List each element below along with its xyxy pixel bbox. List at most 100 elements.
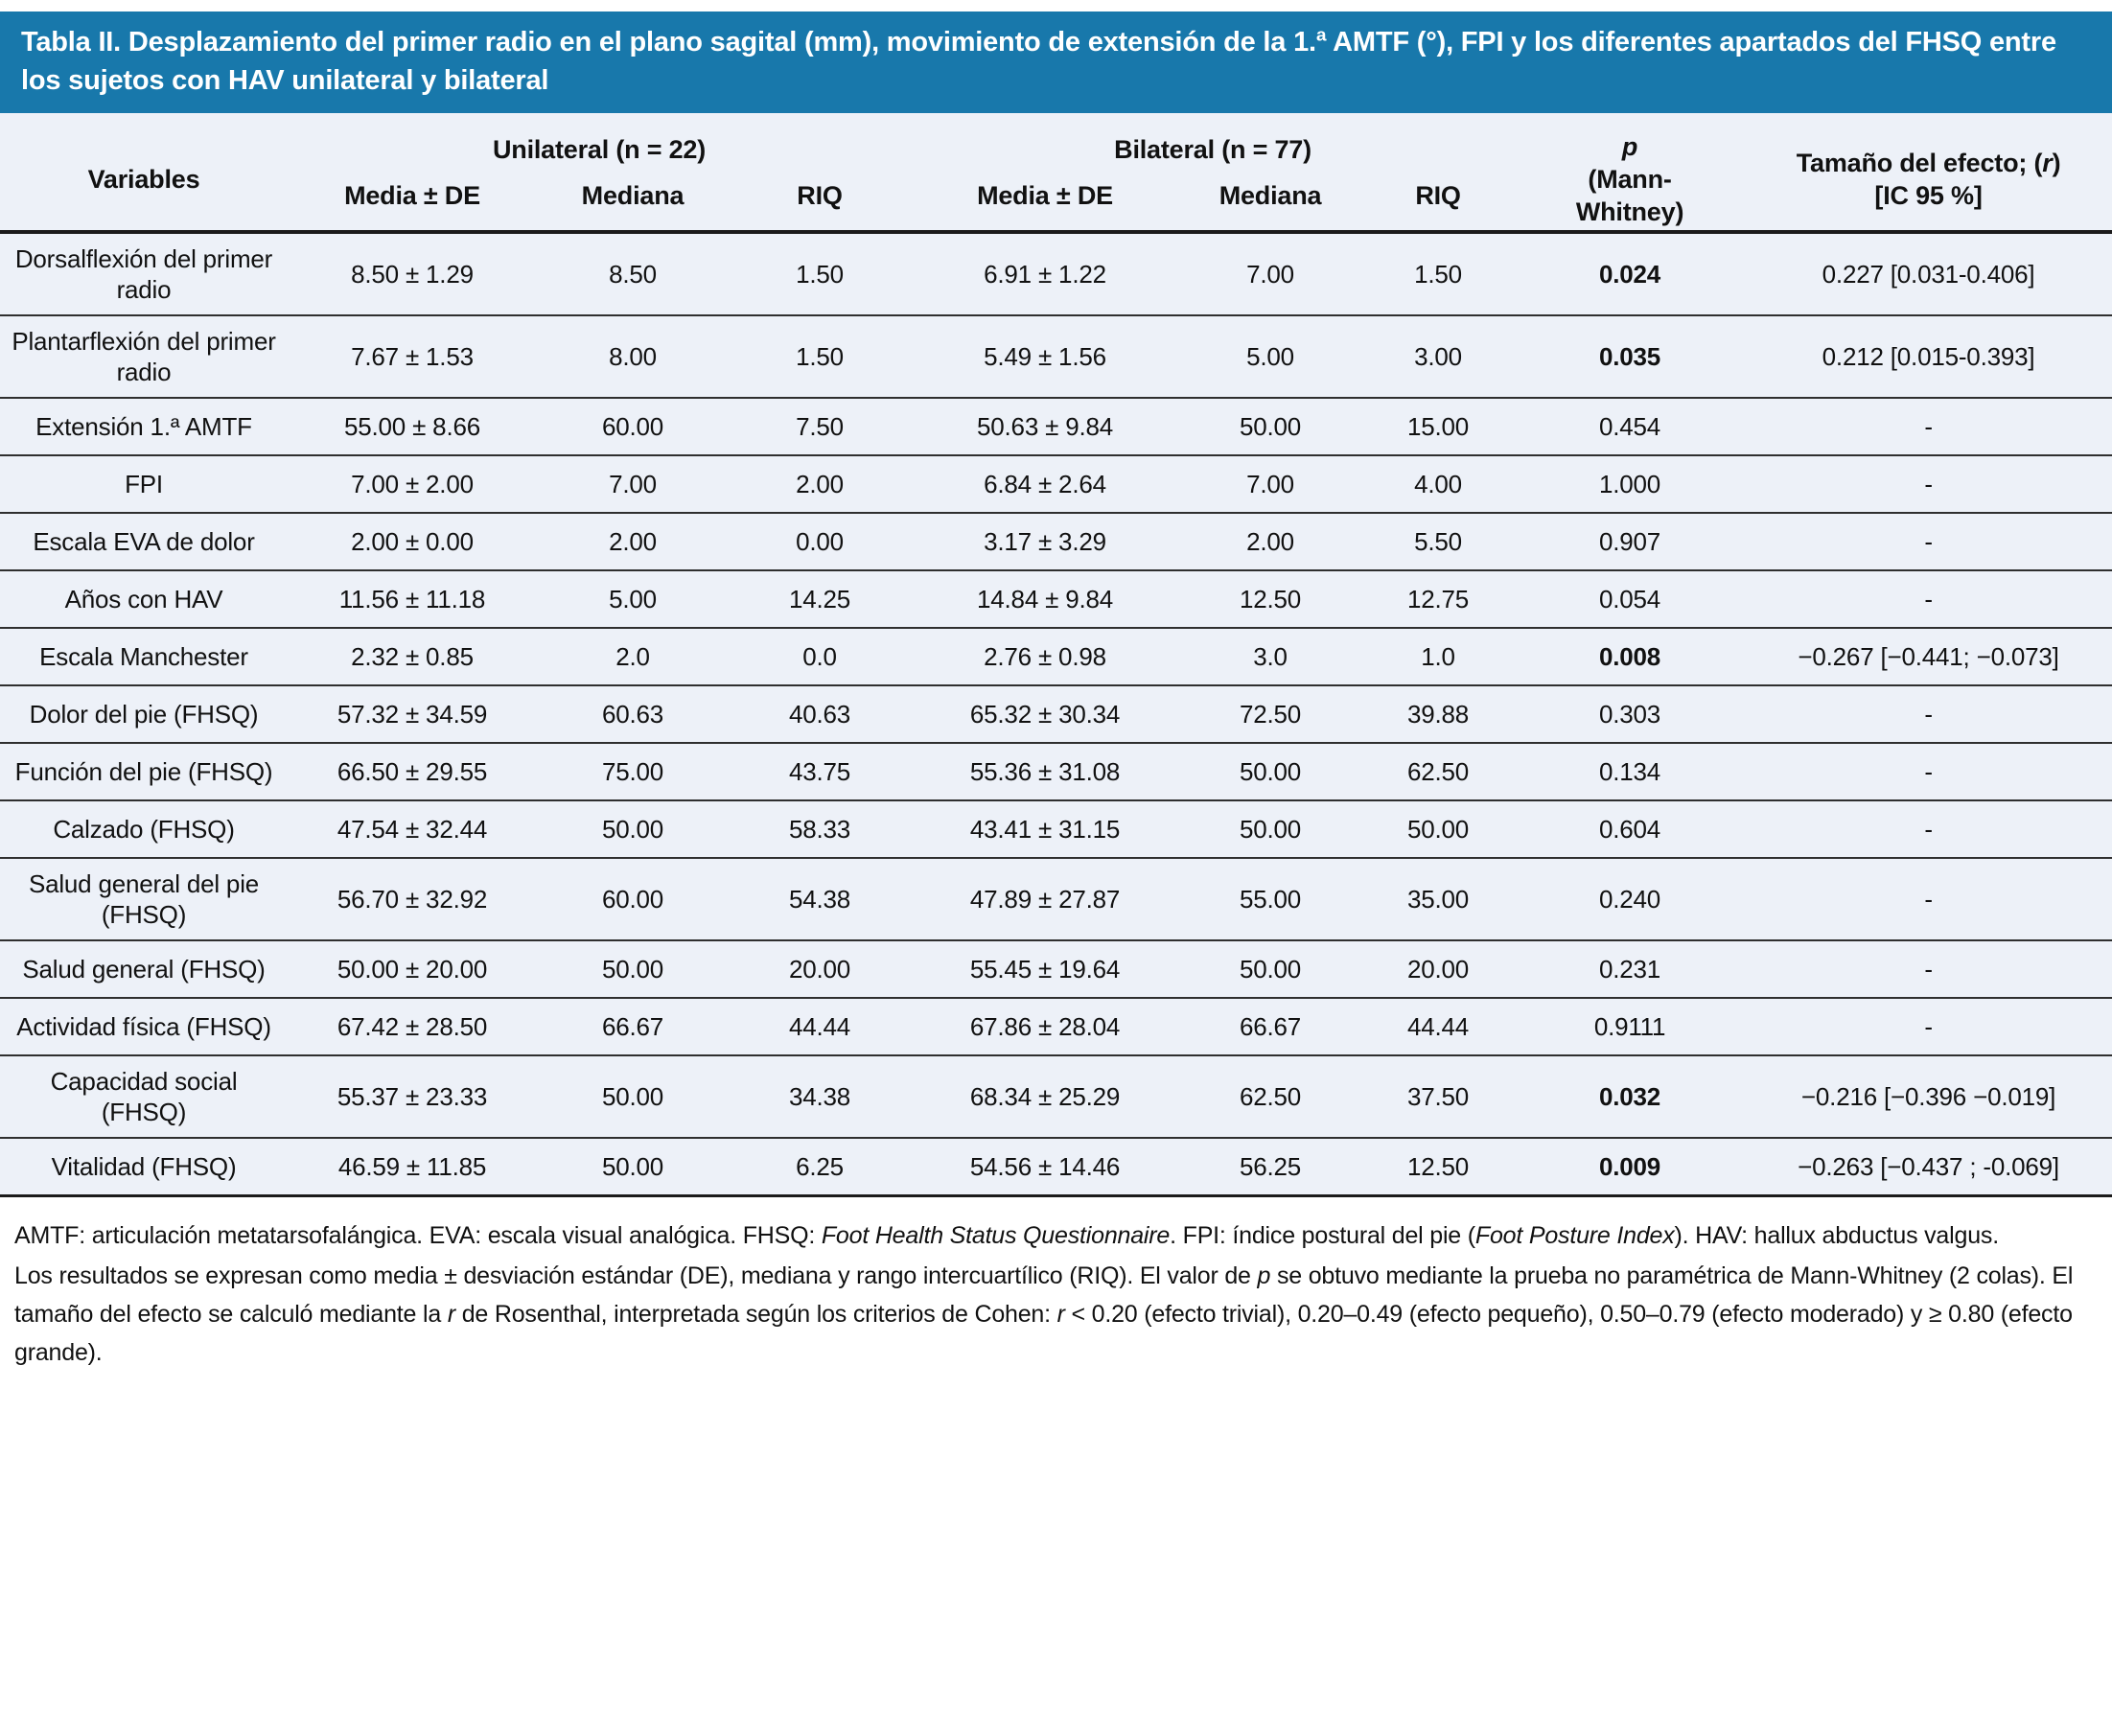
footnotes: AMTF: articulación metatarsofalángica. E… <box>0 1197 2112 1372</box>
bi-media-de-cell: 65.32 ± 30.34 <box>969 700 1121 729</box>
effect-size-cell: - <box>1924 815 1933 844</box>
bi-mediana-cell: 50.00 <box>1239 757 1302 786</box>
bi-mediana-cell: 7.00 <box>1246 260 1294 289</box>
table-row: Dolor del pie (FHSQ) 57.32 ± 34.59 60.63 40… <box>0 685 2112 743</box>
uni-mediana-cell: 2.0 <box>615 642 650 671</box>
uni-mediana-cell: 75.00 <box>601 757 664 786</box>
data-table: Variables Unilateral (n = 22) Bilateral … <box>0 113 2112 1197</box>
p-value-cell: 0.008 <box>1599 642 1661 671</box>
bi-riq-cell: 44.44 <box>1406 1012 1470 1041</box>
uni-media-de-cell: 2.00 ± 0.00 <box>351 527 474 556</box>
p-value-cell: 0.231 <box>1599 955 1661 984</box>
column-group-unilateral: Unilateral (n = 22) <box>492 134 707 164</box>
p-symbol: p <box>1621 132 1638 161</box>
uni-media-de-cell: 57.32 ± 34.59 <box>337 700 488 729</box>
variable-cell: Años con HAV <box>64 585 223 613</box>
column-header-variables: Variables <box>0 113 288 234</box>
uni-media-de-cell: 47.54 ± 32.44 <box>337 815 488 844</box>
column-header-p-mann-whitney: p (Mann-Whitney) <box>1515 113 1746 234</box>
uni-media-de-cell: 7.00 ± 2.00 <box>351 470 474 498</box>
uni-media-de-cell: 8.50 ± 1.29 <box>351 260 474 289</box>
bi-riq-cell: 20.00 <box>1406 955 1470 984</box>
effect-size-cell: - <box>1924 1012 1933 1041</box>
bi-riq-cell: 62.50 <box>1406 757 1470 786</box>
uni-riq-cell: 14.25 <box>788 585 851 613</box>
table-row: Salud general del pie (FHSQ) 56.70 ± 32.9… <box>0 858 2112 940</box>
header-sub-row: Media ± DE Mediana RIQ Media ± DE Median… <box>0 170 2112 235</box>
table-row: Capacidad social (FHSQ) 55.37 ± 23.33 50.0… <box>0 1055 2112 1138</box>
p-value-cell: 0.907 <box>1599 527 1661 556</box>
uni-riq-cell: 1.50 <box>796 260 844 289</box>
bi-riq-cell: 4.00 <box>1414 470 1462 498</box>
uni-riq-cell: 58.33 <box>788 815 851 844</box>
bi-mediana-cell: 7.00 <box>1246 470 1294 498</box>
column-header-riq-unilateral: RIQ <box>729 170 912 235</box>
uni-media-de-cell: 11.56 ± 11.18 <box>338 585 486 613</box>
effect-size-cell: −0.216 [−0.396 −0.019] <box>1800 1082 2056 1111</box>
uni-media-de-cell: 67.42 ± 28.50 <box>337 1012 488 1041</box>
uni-media-de-cell: 46.59 ± 11.85 <box>337 1152 487 1181</box>
column-header-effect-size: Tamaño del efecto; (r) [IC 95 %] <box>1745 113 2112 234</box>
p-value-cell: 0.035 <box>1599 342 1661 371</box>
bi-media-de-cell: 67.86 ± 28.04 <box>969 1012 1121 1041</box>
variable-cell: Plantarflexión del primer radio <box>12 327 276 386</box>
bi-media-de-cell: 6.84 ± 2.64 <box>984 470 1106 498</box>
table-row: Salud general (FHSQ) 50.00 ± 20.00 50.00 20… <box>0 940 2112 998</box>
uni-mediana-cell: 50.00 <box>601 1082 664 1111</box>
uni-riq-cell: 2.00 <box>796 470 844 498</box>
uni-mediana-cell: 50.00 <box>601 815 664 844</box>
table-header: Variables Unilateral (n = 22) Bilateral … <box>0 113 2112 235</box>
table-body: Dorsalflexión del primer radio 8.50 ± 1.2… <box>0 232 2112 1196</box>
uni-riq-cell: 20.00 <box>788 955 851 984</box>
uni-riq-cell: 43.75 <box>788 757 851 786</box>
bi-media-de-cell: 2.76 ± 0.98 <box>984 642 1106 671</box>
column-header-media-de-bilateral: Media ± DE <box>911 170 1180 235</box>
bi-media-de-cell: 50.63 ± 9.84 <box>977 412 1113 441</box>
effect-size-cell: - <box>1924 470 1933 498</box>
p-value-cell: 0.134 <box>1599 757 1661 786</box>
bi-mediana-cell: 50.00 <box>1239 412 1302 441</box>
p-value-cell: 0.032 <box>1599 1082 1661 1111</box>
variable-cell: Calzado (FHSQ) <box>53 815 235 844</box>
footnote: Los resultados se expresan como media ± … <box>14 1262 2074 1366</box>
table-row: Dorsalflexión del primer radio 8.50 ± 1.2… <box>0 232 2112 315</box>
table-row: Plantarflexión del primer radio 7.67 ± 1.… <box>0 315 2112 398</box>
p-value-cell: 1.000 <box>1599 470 1661 498</box>
table-row: FPI 7.00 ± 2.00 7.00 2.00 6.84 ± 2.64 7.00 4.0… <box>0 455 2112 513</box>
uni-mediana-cell: 8.50 <box>609 260 657 289</box>
bi-media-de-cell: 3.17 ± 3.29 <box>984 527 1106 556</box>
uni-media-de-cell: 55.37 ± 23.33 <box>337 1082 488 1111</box>
bi-riq-cell: 12.50 <box>1406 1152 1470 1181</box>
effect-size-cell: −0.263 [−0.437 ; -0.069] <box>1798 1152 2059 1181</box>
p-value-cell: 0.604 <box>1599 815 1661 844</box>
uni-mediana-cell: 60.00 <box>601 412 664 441</box>
effect-ci-label: [IC 95 %] <box>1874 181 1983 210</box>
uni-mediana-cell: 8.00 <box>609 342 657 371</box>
p-value-cell: 0.9111 <box>1593 1012 1666 1041</box>
uni-mediana-cell: 5.00 <box>609 585 657 613</box>
uni-media-de-cell: 2.32 ± 0.85 <box>351 642 474 671</box>
variable-cell: Escala Manchester <box>39 642 248 671</box>
uni-riq-cell: 0.0 <box>802 642 837 671</box>
bi-mediana-cell: 55.00 <box>1239 885 1302 914</box>
bi-riq-cell: 5.50 <box>1414 527 1462 556</box>
bi-media-de-cell: 55.36 ± 31.08 <box>969 757 1121 786</box>
effect-size-cell: - <box>1924 412 1933 441</box>
bi-riq-cell: 50.00 <box>1406 815 1470 844</box>
uni-media-de-cell: 56.70 ± 32.92 <box>337 885 488 914</box>
effect-size-cell: - <box>1924 955 1933 984</box>
bi-mediana-cell: 3.0 <box>1253 642 1288 671</box>
uni-mediana-cell: 60.00 <box>601 885 664 914</box>
column-header-riq-bilateral: RIQ <box>1361 170 1516 235</box>
table-row: Escala Manchester 2.32 ± 0.85 2.0 0.0 2.76 ±… <box>0 628 2112 685</box>
effect-size-cell: - <box>1924 527 1933 556</box>
column-group-bilateral: Bilateral (n = 77) <box>1114 134 1311 164</box>
bi-riq-cell: 12.75 <box>1406 585 1470 613</box>
p-value-cell: 0.240 <box>1599 885 1661 914</box>
table-title: Tabla II. Desplazamiento del primer radi… <box>0 12 2112 113</box>
table-row: Escala EVA de dolor 2.00 ± 0.00 2.00 0.00 3.… <box>0 513 2112 570</box>
column-header-media-de-unilateral: Media ± DE <box>288 170 537 235</box>
bi-mediana-cell: 5.00 <box>1246 342 1294 371</box>
bi-media-de-cell: 68.34 ± 25.29 <box>969 1082 1121 1111</box>
p-value-cell: 0.454 <box>1599 412 1661 441</box>
